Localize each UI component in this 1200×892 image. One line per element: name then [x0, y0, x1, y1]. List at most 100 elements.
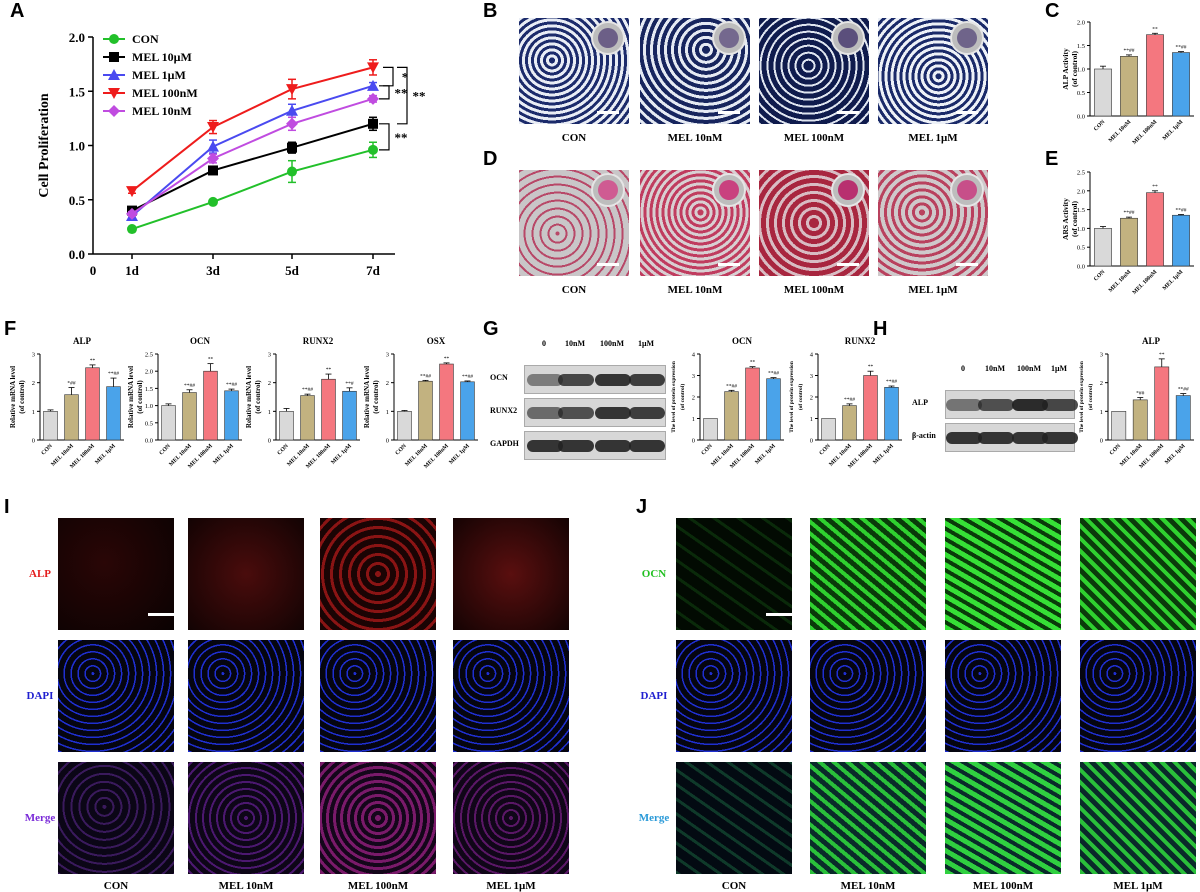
- significance-label: **: [413, 89, 426, 104]
- point: [368, 118, 378, 129]
- y-axis-title: Cell Proliferation: [37, 93, 52, 198]
- data-label: **##: [420, 373, 431, 379]
- scale-bar: [597, 111, 619, 114]
- significance-label: *: [402, 70, 409, 85]
- well-stain: [598, 180, 618, 200]
- point: [367, 62, 379, 74]
- x-tick-label: MEL 1μM: [1162, 269, 1185, 292]
- series-line: [131, 84, 374, 217]
- scale-bar: [837, 111, 859, 114]
- bar: [1146, 34, 1164, 117]
- bar: [863, 375, 878, 441]
- fluorescence-image: [453, 518, 569, 630]
- y-axis-title: (of control): [18, 380, 26, 414]
- y-tick-label: 2.0: [1077, 188, 1085, 195]
- scale-bar: [956, 111, 978, 114]
- y-tick-label: 2: [268, 380, 271, 387]
- well-inset-icon: [952, 175, 982, 205]
- y-tick-label: 2.5: [145, 352, 153, 359]
- lane-label: 10nM: [985, 364, 1005, 373]
- bar: [1172, 52, 1190, 117]
- y-tick-label: 0.0: [145, 438, 153, 445]
- data-label: **: [326, 367, 332, 373]
- fluorescence-image: [320, 518, 436, 630]
- y-tick-label: 1.0: [1077, 67, 1085, 74]
- x-tick-label: MEL 1μM: [872, 443, 895, 466]
- y-axis-title: (of control): [1070, 51, 1079, 87]
- fluorescence-image: [453, 640, 569, 752]
- blot-row-label: β-actin: [912, 430, 936, 440]
- scale-bar: [766, 613, 792, 616]
- lane-label: 0: [961, 364, 965, 373]
- protein-band: [558, 439, 594, 452]
- y-tick-label: 0.5: [145, 420, 153, 427]
- fluorescence-image: [945, 640, 1061, 752]
- y-tick-label: 0: [386, 438, 389, 445]
- bar: [1120, 56, 1138, 117]
- scale-bar: [718, 263, 740, 266]
- point: [286, 117, 298, 130]
- scale-bar: [148, 613, 174, 616]
- panel-label-i: I: [4, 496, 10, 518]
- bar: [64, 394, 79, 441]
- bar: [766, 378, 781, 441]
- bar: [1111, 411, 1127, 441]
- data-label: **: [444, 356, 450, 362]
- fluorescence-image: [810, 518, 926, 630]
- x-tick-label: MEL 1μM: [448, 443, 471, 466]
- lane-label: 1μM: [1050, 364, 1068, 373]
- significance-bracket: **: [379, 123, 408, 151]
- panel-label-j: J: [636, 496, 648, 518]
- chart-title: ALP: [73, 336, 92, 346]
- micrograph: [878, 170, 988, 276]
- fluorescence-image: [188, 640, 304, 752]
- bar: [279, 411, 294, 441]
- blot-strip: [524, 398, 666, 427]
- bar: [203, 370, 218, 441]
- data-label: **#: [345, 381, 354, 387]
- bar: [439, 363, 454, 441]
- protein-band: [1042, 431, 1078, 444]
- point: [108, 88, 120, 99]
- bar: [418, 380, 433, 441]
- well-stain: [957, 180, 977, 200]
- y-tick-label: 0: [268, 438, 271, 445]
- scale-bar: [837, 263, 859, 266]
- chart-title: OCN: [190, 336, 211, 346]
- bar: [1132, 399, 1148, 441]
- y-tick-label: 0: [692, 438, 695, 445]
- legend-label: MEL 10nM: [132, 104, 192, 118]
- bar: [300, 395, 315, 441]
- protein-band: [595, 439, 631, 452]
- protein-band: [946, 398, 982, 411]
- point: [207, 152, 219, 165]
- point: [127, 224, 137, 235]
- y-tick-label: 1: [1100, 409, 1103, 416]
- panel-label-c: C: [1045, 0, 1060, 22]
- bracket-line: [383, 66, 394, 87]
- data-label: **##: [1124, 210, 1135, 216]
- x-tick-label: CON: [1109, 443, 1123, 457]
- y-tick-label: 2.0: [145, 369, 153, 376]
- point: [126, 186, 138, 198]
- panel-label-h: H: [873, 318, 888, 340]
- y-axis-title: ALP Activity: [1061, 48, 1070, 90]
- data-label: **##: [462, 374, 473, 380]
- y-axis-title: The level of protein expression: [1079, 361, 1085, 433]
- y-tick-label: 3: [692, 373, 695, 380]
- point: [368, 144, 378, 155]
- blot-row-label: GAPDH: [490, 438, 519, 448]
- x-tick-label: MEL 10nM: [1108, 119, 1133, 144]
- point: [207, 140, 219, 152]
- y-tick-label: 0.0: [1077, 264, 1085, 271]
- y-tick-label: 1.0: [69, 139, 85, 154]
- blot-strip: [524, 431, 666, 460]
- bar: [745, 367, 760, 441]
- micrograph-caption: CON: [561, 284, 587, 296]
- y-tick-label: 3: [1100, 352, 1103, 359]
- alp-protein-bar-chart: ALP 0 1 2 3 The level of protein expression (o…: [1079, 336, 1194, 470]
- protein-band: [978, 431, 1014, 444]
- lane-label: 10nM: [565, 339, 585, 348]
- point: [108, 69, 120, 80]
- panel-label-d: D: [483, 148, 498, 170]
